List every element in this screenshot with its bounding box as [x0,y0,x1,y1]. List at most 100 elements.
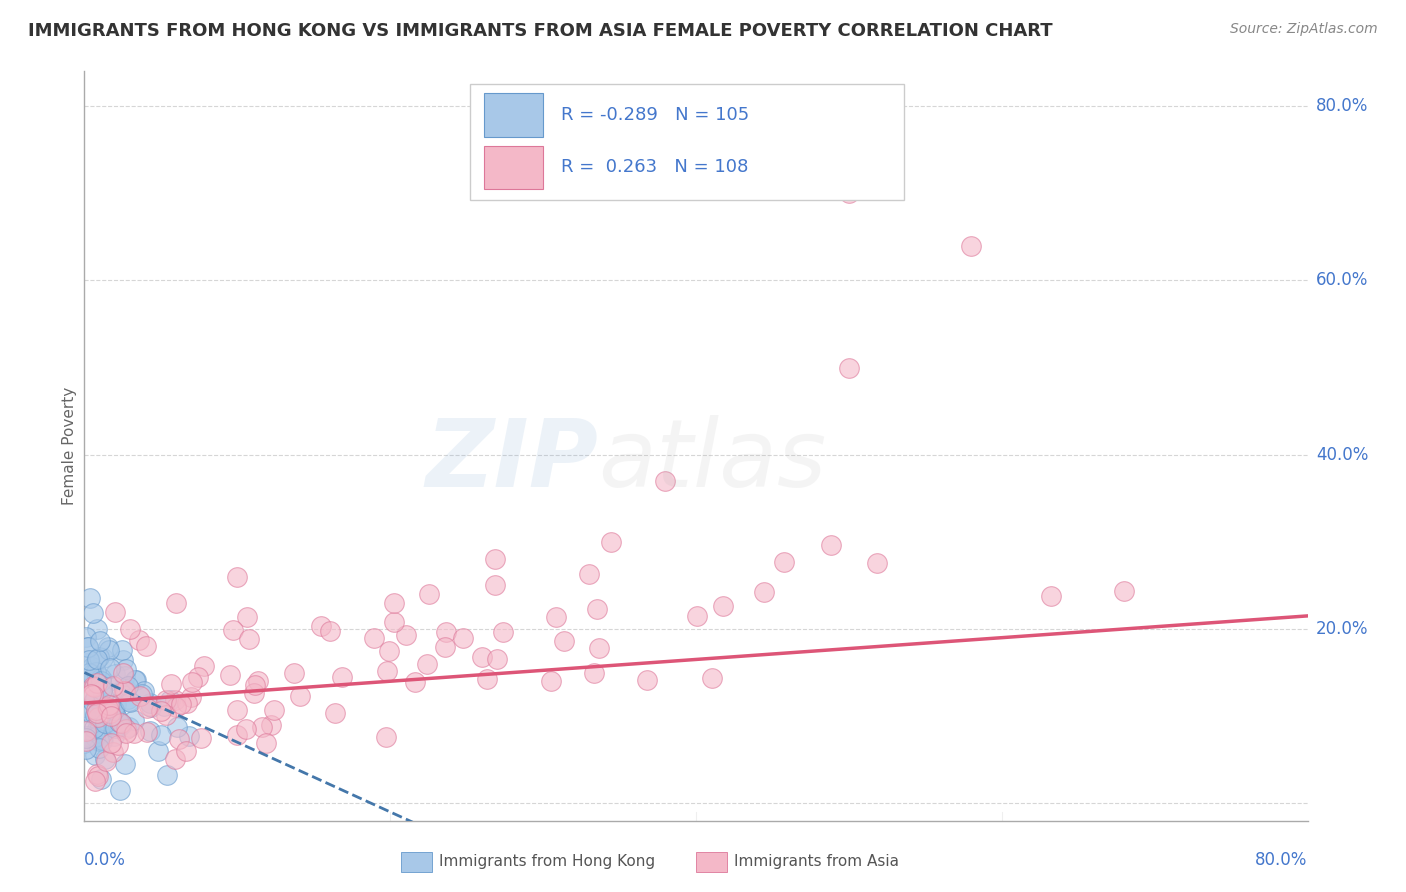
Point [1114,584,1136,599]
Point [288,690,311,704]
Point [475,672,498,686]
Point [125,673,148,687]
Point [238,632,260,647]
Point [1039,589,1062,603]
Point [773,555,796,569]
Point [250,720,273,734]
Point [103,679,125,693]
Point [166,720,188,734]
Text: 40.0%: 40.0% [1316,446,1368,464]
Point [86,622,108,636]
Point [180,690,202,704]
Text: ZIP: ZIP [425,415,598,507]
Point [179,729,201,743]
Point [83,680,105,694]
Point [544,610,567,624]
Point [146,744,169,758]
Point [156,768,179,782]
Point [105,711,128,725]
Point [73,736,96,750]
Point [107,738,129,752]
Point [135,700,157,714]
Point [309,619,332,633]
Point [186,670,208,684]
Point [80,660,103,674]
Point [193,659,215,673]
Point [418,587,440,601]
Point [83,730,105,744]
Point [87,769,110,783]
Point [484,552,506,566]
Point [115,682,138,697]
Point [100,709,122,723]
Point [86,725,108,739]
Point [263,703,285,717]
Point [82,695,104,709]
Point [77,640,100,654]
Point [79,665,101,680]
Point [114,669,136,683]
Point [374,730,396,744]
Text: R = -0.289   N = 105: R = -0.289 N = 105 [561,106,749,124]
Point [93,651,115,665]
Bar [484,145,543,189]
Point [134,684,156,698]
Point [135,724,157,739]
Point [104,709,127,723]
Point [165,692,187,706]
Point [150,728,173,742]
Point [91,682,114,697]
Point [190,731,212,746]
Point [226,570,249,584]
Point [104,698,127,712]
Point [90,680,112,694]
Point [98,704,121,718]
Point [711,599,734,613]
Point [90,772,112,786]
Point [254,736,277,750]
Point [83,690,105,705]
Point [104,721,127,735]
Point [222,624,245,638]
Point [160,677,183,691]
Point [583,666,606,681]
Text: 80.0%: 80.0% [1256,851,1308,869]
Point [484,578,506,592]
Point [108,782,131,797]
Point [82,607,104,621]
Point [89,634,111,648]
Point [866,556,889,570]
Point [101,709,124,723]
Point [76,729,98,743]
Text: Immigrants from Asia: Immigrants from Asia [734,855,898,869]
Point [77,719,100,733]
Point [394,628,416,642]
Point [243,685,266,699]
Point [382,615,405,629]
Point [86,706,108,721]
Point [84,665,107,679]
Point [167,732,190,747]
Point [91,698,114,712]
Point [111,653,134,667]
Text: 0.0%: 0.0% [84,851,127,869]
Point [114,757,136,772]
Point [686,608,709,623]
Point [93,732,115,747]
Point [131,687,153,701]
Point [165,752,187,766]
Point [80,684,103,698]
Point [540,673,562,688]
Point [124,673,146,687]
Point [83,670,105,684]
Point [218,668,240,682]
Point [98,661,121,675]
Point [226,728,249,742]
Point [246,674,269,689]
Point [89,720,111,734]
Point [434,625,457,640]
Point [838,186,860,201]
Point [138,723,160,738]
Bar [484,93,543,136]
Point [98,706,121,720]
